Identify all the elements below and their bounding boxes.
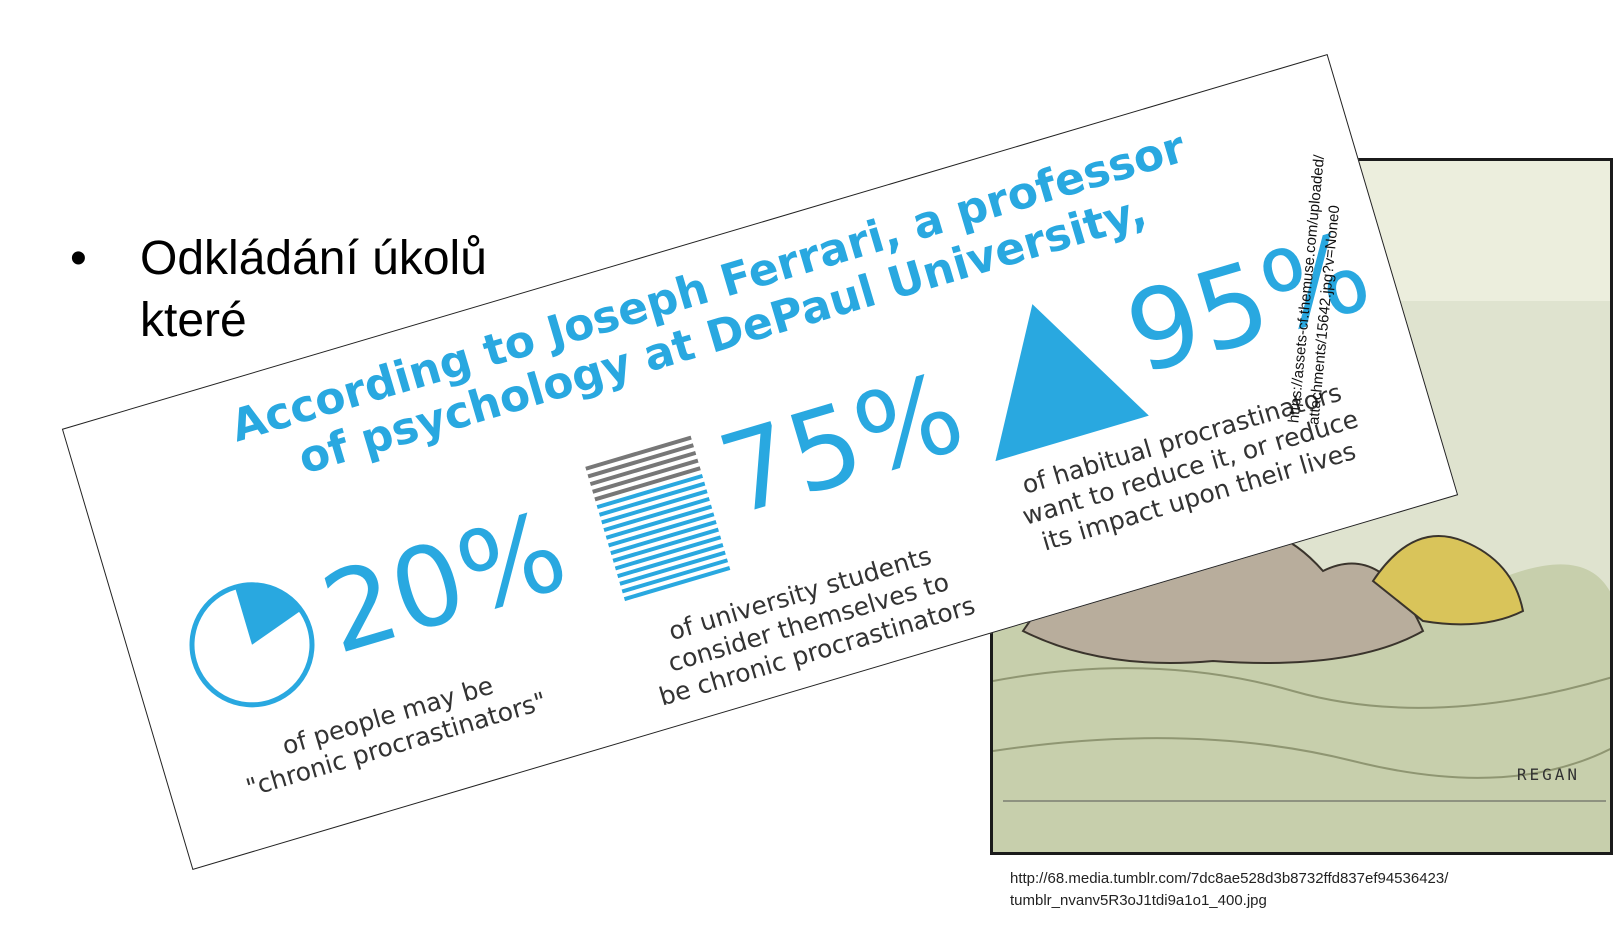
stat-graphic-3: 95% — [944, 196, 1384, 467]
pie-chart-icon — [189, 582, 315, 708]
slide-bullet: • Odkládání úkolů které — [70, 228, 487, 352]
triangle-icon — [995, 304, 1149, 462]
cartoon-source-caption: http://68.media.tumblr.com/7dc8ae528d3b8… — [1010, 868, 1448, 912]
bullet-dot: • — [70, 232, 87, 285]
stat-value-1: 20% — [309, 486, 580, 679]
caption-line-1: http://68.media.tumblr.com/7dc8ae528d3b8… — [1010, 870, 1449, 887]
stat-habitual-procrastinators: 95% of habitual procrastinators want to … — [944, 196, 1386, 565]
stat-chronic-people: 20% of people may be "chronic procrastin… — [150, 473, 583, 813]
bullet-line-1: • Odkládání úkolů — [70, 228, 487, 290]
stat-value-2: 75% — [706, 348, 977, 541]
stacked-bars-icon — [585, 435, 731, 602]
caption-line-2: tumblr_nvanv5R3oJ1tdi9a1o1_400.jpg — [1010, 892, 1267, 909]
stat-graphic-2: 75% — [562, 348, 977, 622]
stat-university-students: 75% of university students consider them… — [562, 348, 1004, 720]
stat-graphic-1: 20% — [150, 473, 580, 744]
bullet-text-1: Odkládání úkolů — [140, 232, 487, 285]
infographic-card: According to Joseph Ferrari, a professor… — [61, 54, 1459, 870]
cartoon-signature: REGAN — [1516, 765, 1580, 784]
bullet-text-2: které — [140, 294, 247, 347]
